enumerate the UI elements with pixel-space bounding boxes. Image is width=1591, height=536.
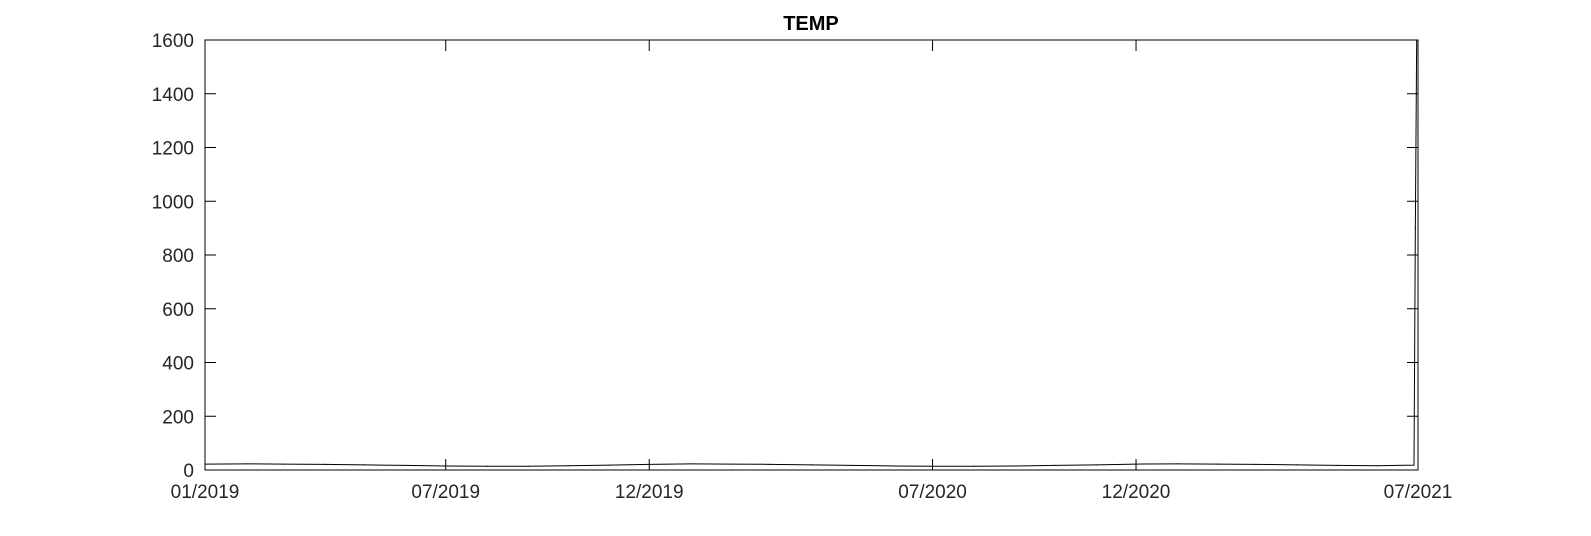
- y-tick-label: 1200: [152, 139, 194, 160]
- x-tick-label: 12/2020: [1102, 482, 1171, 503]
- data-point: [527, 465, 529, 467]
- plot-area-frame: [204, 39, 1419, 471]
- x-tick-label: 12/2019: [615, 482, 684, 503]
- y-tick-label: 800: [162, 246, 194, 267]
- y-tick-label: 1400: [152, 85, 194, 106]
- data-point: [850, 464, 853, 467]
- ticks-layer: [204, 39, 1419, 471]
- data-point: [1217, 463, 1220, 465]
- data-point: [892, 465, 894, 467]
- data-point: [1095, 464, 1097, 466]
- data-point: [1336, 464, 1338, 467]
- data-point: [1296, 464, 1298, 466]
- series-layer: [204, 39, 1418, 467]
- data-point: [931, 465, 934, 467]
- y-tick-label: 0: [183, 461, 194, 482]
- data-point: [1377, 465, 1379, 467]
- data-point: [973, 465, 975, 467]
- data-point: [608, 464, 610, 466]
- data-point: [445, 465, 447, 467]
- x-tick-label: 07/2019: [411, 482, 480, 503]
- data-point: [1054, 464, 1056, 467]
- x-tick-label: 07/2021: [1384, 482, 1453, 503]
- y-tick-label: 600: [162, 300, 194, 321]
- data-point: [245, 463, 247, 465]
- data-point: [405, 464, 407, 467]
- data-point: [731, 463, 733, 465]
- labels-layer: 01/2019 07/2019 12/2019 07/2020 12/2020 07/20…: [152, 31, 1453, 503]
- y-tick-label: 1000: [152, 192, 194, 213]
- y-tick-label: 400: [162, 354, 194, 375]
- x-tick-label: 07/2020: [898, 482, 967, 503]
- data-point: [1135, 463, 1137, 465]
- data-point: [1413, 464, 1415, 466]
- y-tick-label: 200: [162, 407, 194, 428]
- data-point: [486, 465, 488, 467]
- chart-title: TEMP: [783, 13, 839, 35]
- x-tick-label: 01/2019: [171, 482, 240, 503]
- data-point: [567, 465, 569, 467]
- data-point: [1014, 465, 1016, 467]
- data-point: [689, 463, 692, 465]
- data-point: [769, 463, 771, 465]
- data-point: [1414, 227, 1416, 229]
- y-tick-label: 1600: [152, 31, 194, 52]
- data-point: [282, 463, 285, 465]
- data-point: [324, 463, 326, 465]
- series-line-0: [204, 39, 1418, 467]
- data-point: [648, 463, 650, 465]
- data-point: [364, 464, 366, 466]
- data-point: [810, 464, 813, 466]
- data-point: [1176, 463, 1178, 465]
- data-point: [1255, 463, 1257, 465]
